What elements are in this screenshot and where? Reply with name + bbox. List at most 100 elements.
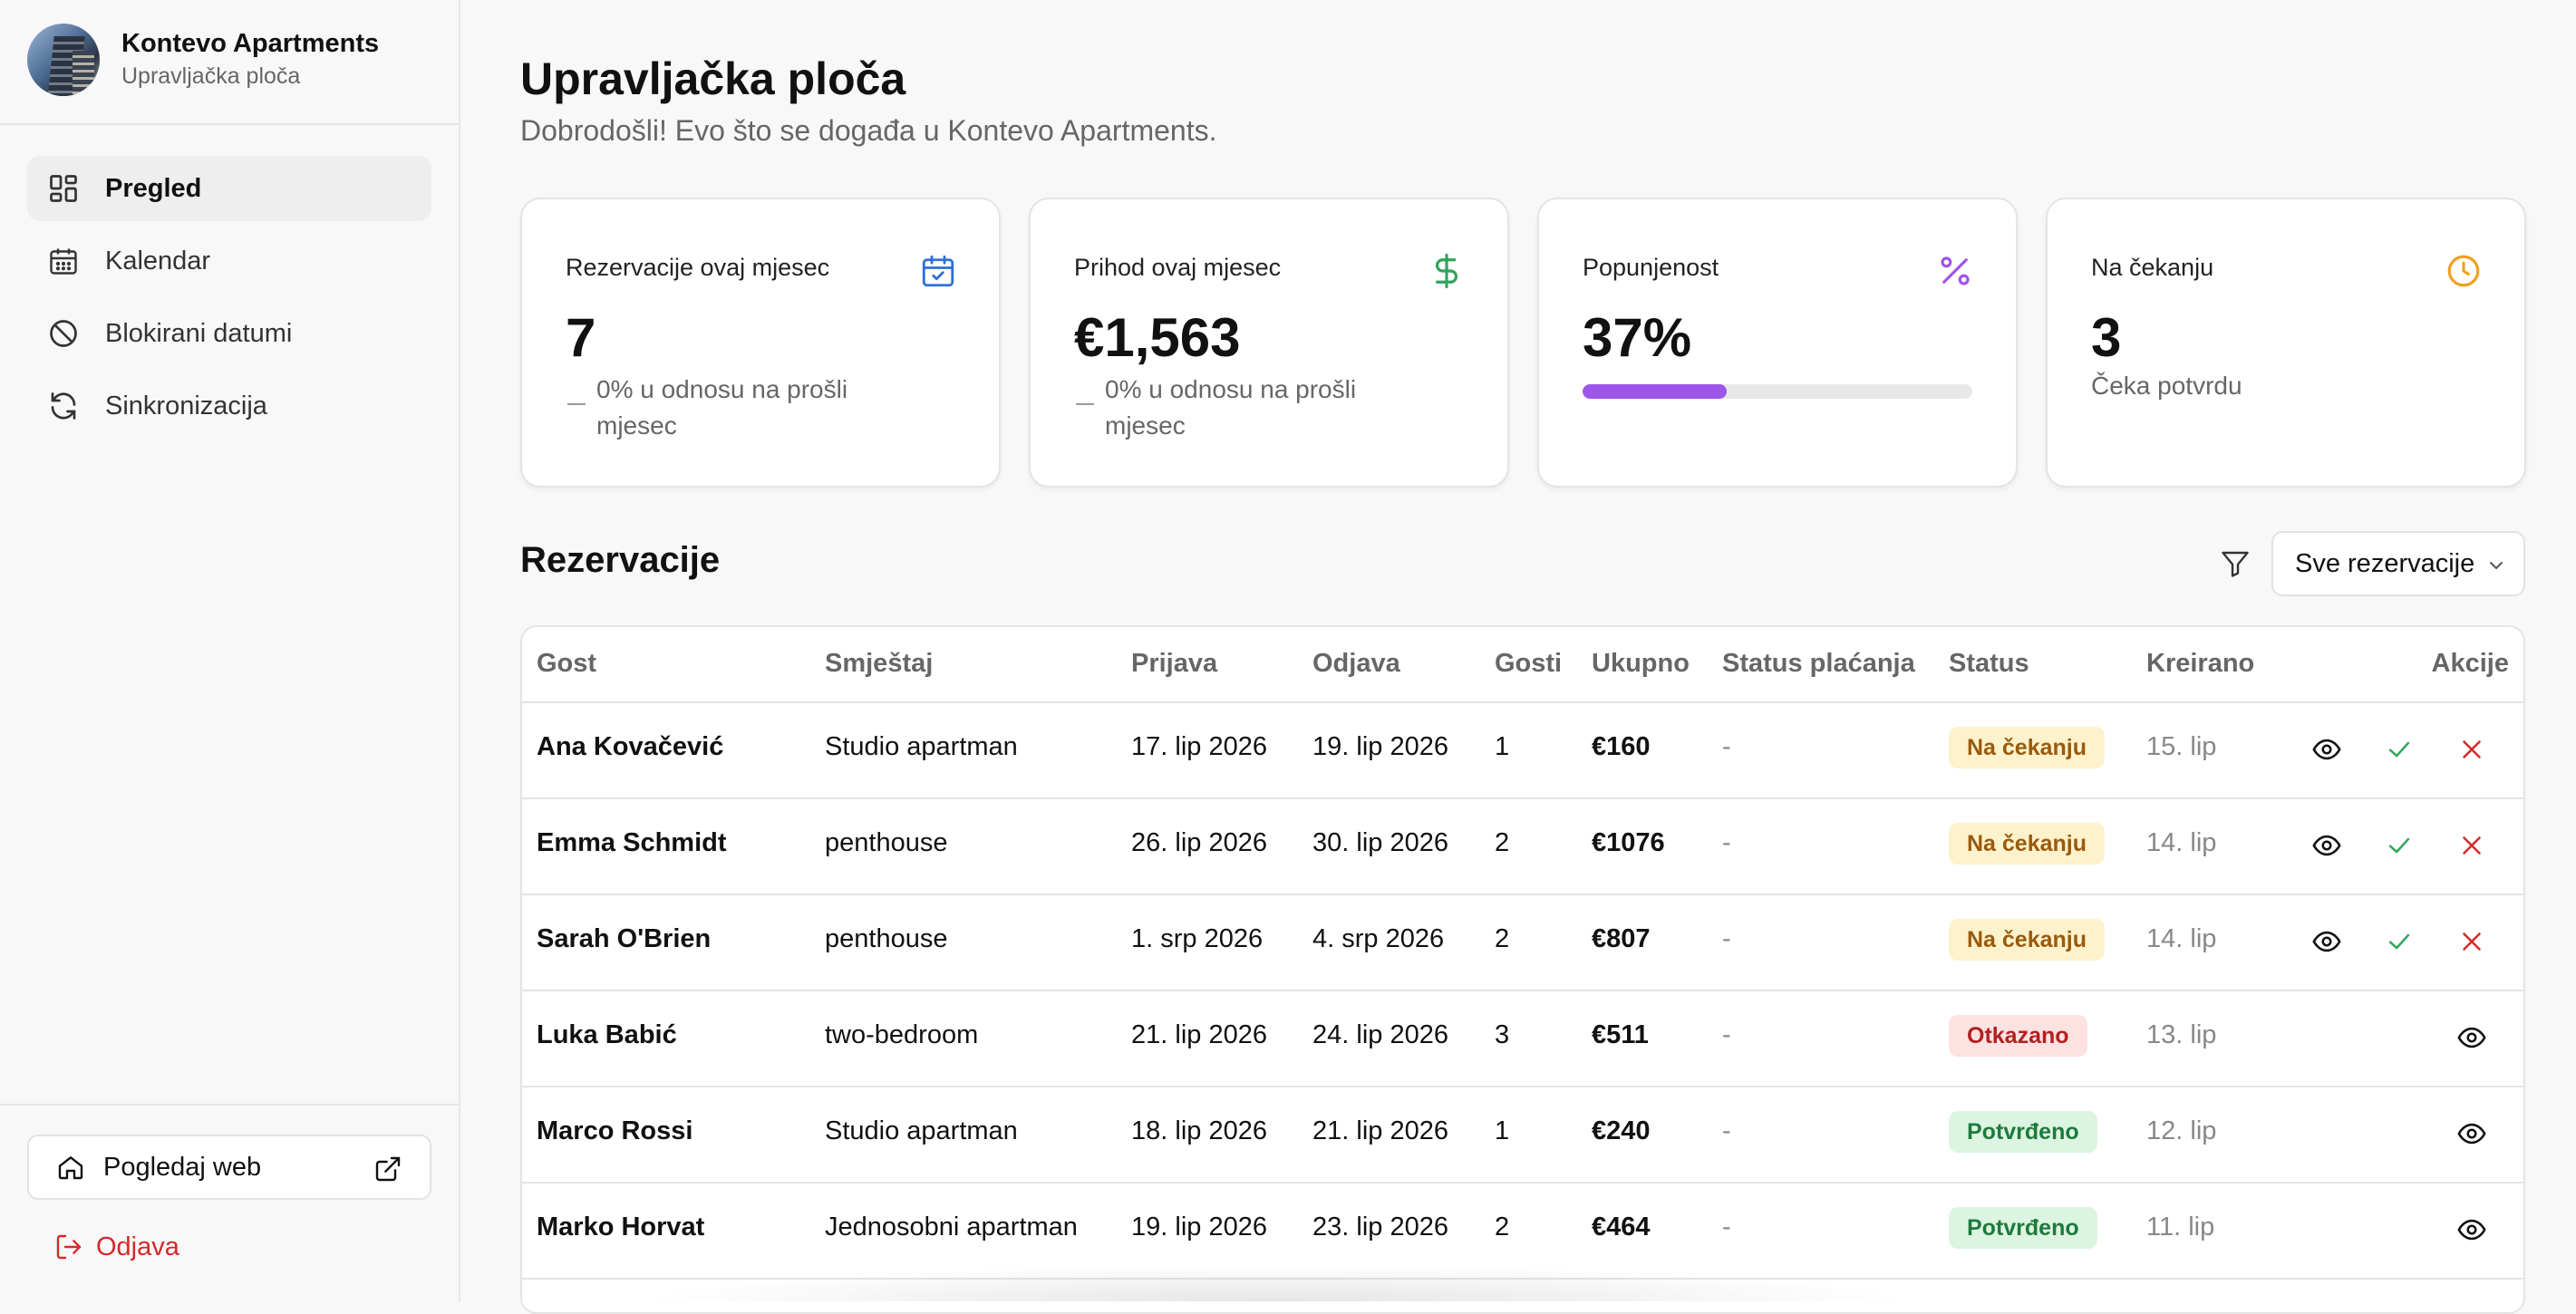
- cell-checkout: 19. lip 2026: [1312, 732, 1448, 761]
- approve-icon[interactable]: [2384, 830, 2415, 861]
- cell-unit: two-bedroom: [825, 1020, 979, 1049]
- calendar-icon: [47, 245, 80, 277]
- reservations-table: Gost Smještaj Prijava Odjava Gosti Ukupn…: [520, 625, 2525, 1314]
- cell-guest: Luka Babić: [537, 1020, 677, 1049]
- view-website-button[interactable]: Pogledaj web: [27, 1135, 431, 1200]
- cell-checkin: 26. lip 2026: [1131, 828, 1267, 857]
- page-title: Upravljačka ploča: [520, 53, 906, 104]
- cell-guest: Marko Horvat: [537, 1213, 705, 1242]
- cell-payment-status: -: [1722, 924, 1731, 953]
- sidebar-divider: [0, 1104, 459, 1106]
- table-header: Gost Smještaj Prijava Odjava Gosti Ukupn…: [522, 627, 2523, 703]
- sidebar-item-kalendar[interactable]: Kalendar: [27, 228, 431, 294]
- sync-icon: [47, 390, 80, 422]
- status-badge: Potvrđeno: [1949, 1207, 2097, 1249]
- sidebar-nav: Pregled Kalendar: [27, 156, 431, 446]
- stat-card-trend-text: 0% u odnosu na prošli mjesec: [596, 375, 848, 440]
- sidebar-item-sinkronizacija[interactable]: Sinkronizacija: [27, 373, 431, 439]
- sidebar-item-pregled[interactable]: Pregled: [27, 156, 431, 221]
- cell-guests: 3: [1495, 1020, 1510, 1049]
- view-website-label: Pogledaj web: [103, 1152, 262, 1182]
- status-badge: Na čekanju: [1949, 919, 2106, 961]
- table-row: Emma Schmidt penthouse 26. lip 2026 30. lip…: [522, 797, 2523, 895]
- sidebar-item-blokirani-datumi[interactable]: Blokirani datumi: [27, 301, 431, 366]
- dollar-icon: [1428, 252, 1466, 290]
- cell-unit: Jednosobni apartman: [825, 1213, 1078, 1242]
- cell-checkin: 1. srp 2026: [1131, 924, 1264, 953]
- view-icon[interactable]: [2311, 830, 2342, 861]
- external-link-icon: [373, 1155, 402, 1184]
- view-icon[interactable]: [2456, 1022, 2487, 1053]
- cell-checkout: 23. lip 2026: [1312, 1213, 1448, 1242]
- home-icon: [56, 1153, 85, 1182]
- reject-icon[interactable]: [2456, 830, 2487, 861]
- stat-card-bookings: Rezervacije ovaj mjesec 7 0% u odnosu na…: [520, 198, 1001, 488]
- cell-guests: 2: [1495, 1213, 1510, 1242]
- view-icon[interactable]: [2456, 1214, 2487, 1245]
- reject-icon[interactable]: [2456, 734, 2487, 765]
- view-icon[interactable]: [2456, 1118, 2487, 1149]
- brand-subtitle: Upravljačka ploča: [121, 63, 301, 89]
- sidebar-item-label: Pregled: [105, 173, 202, 203]
- brand: Kontevo Apartments Upravljačka ploča: [27, 24, 444, 98]
- stat-card-caption: Čeka potvrdu: [2091, 372, 2242, 400]
- cell-guests: 2: [1495, 924, 1510, 953]
- stat-card-revenue: Prihod ovaj mjesec €1,563 0% u odnosu na…: [1029, 198, 1509, 488]
- stat-card-pending: Na čekanju 3 Čeka potvrdu: [2046, 198, 2526, 488]
- cell-guests: 1: [1495, 1116, 1510, 1145]
- stat-card-title: Prihod ovaj mjesec: [1074, 254, 1282, 281]
- brand-title: Kontevo Apartments: [121, 29, 380, 58]
- cell-checkout: 21. lip 2026: [1312, 1116, 1448, 1145]
- stat-card-title: Popunjenost: [1583, 254, 1719, 281]
- calendar-check-icon: [919, 252, 957, 290]
- sidebar-item-label: Kalendar: [105, 246, 211, 275]
- cell-guest: Marco Rossi: [537, 1116, 693, 1145]
- table-row: Luka Babić two-bedroom 21. lip 2026 24. lip…: [522, 990, 2523, 1087]
- stat-card-trend: 0% u odnosu na prošli mjesec: [1076, 372, 1457, 444]
- cell-guests: 1: [1495, 732, 1510, 761]
- status-badge: Na čekanju: [1949, 823, 2106, 865]
- stat-card-value: 37%: [1583, 307, 1692, 368]
- column-header-total: Ukupno: [1592, 649, 1690, 678]
- table-row: Sarah O'Brien penthouse 1. srp 2026 4. srp …: [522, 894, 2523, 991]
- reservation-filter-select[interactable]: Sve rezervacije: [2271, 531, 2525, 596]
- cell-created: 11. lip: [2146, 1213, 2215, 1242]
- cell-created: 14. lip: [2146, 828, 2217, 857]
- logout-button[interactable]: Odjava: [54, 1229, 179, 1265]
- column-header-status: Status: [1949, 649, 2029, 678]
- stat-card-value: €1,563: [1074, 307, 1241, 368]
- reject-icon[interactable]: [2456, 926, 2487, 957]
- stat-card-title: Rezervacije ovaj mjesec: [566, 254, 830, 281]
- brand-logo: [27, 24, 100, 96]
- sidebar-item-label: Sinkronizacija: [105, 391, 267, 420]
- column-header-checkin: Prijava: [1131, 649, 1218, 678]
- approve-icon[interactable]: [2384, 734, 2415, 765]
- view-icon[interactable]: [2311, 926, 2342, 957]
- table-row: Marco Rossi Studio apartman 18. lip 2026 21…: [522, 1086, 2523, 1184]
- cell-unit: penthouse: [825, 924, 948, 953]
- cell-payment-status: -: [1722, 732, 1731, 761]
- stat-card-title: Na čekanju: [2091, 254, 2214, 281]
- cell-created: 12. lip: [2146, 1116, 2217, 1145]
- percent-icon: [1936, 252, 1974, 290]
- cell-checkin: 18. lip 2026: [1131, 1116, 1267, 1145]
- cell-guest: Ana Kovačević: [537, 732, 724, 761]
- cell-payment-status: -: [1722, 1020, 1731, 1049]
- status-badge: Na čekanju: [1949, 727, 2106, 768]
- logout-label: Odjava: [96, 1232, 179, 1261]
- occupancy-progress-bar: [1583, 384, 1972, 399]
- logout-icon: [54, 1232, 83, 1261]
- cell-guest: Emma Schmidt: [537, 828, 727, 857]
- filter-icon[interactable]: [2219, 547, 2252, 580]
- view-icon[interactable]: [2311, 734, 2342, 765]
- stat-card-value: 7: [566, 307, 596, 368]
- cell-guest: Sarah O'Brien: [537, 924, 712, 953]
- sidebar-divider: [0, 123, 459, 125]
- table-row: Ana Kovačević Studio apartman 17. lip 2026…: [522, 701, 2523, 799]
- cell-total: €240: [1592, 1116, 1651, 1145]
- cell-total: €807: [1592, 924, 1651, 953]
- approve-icon[interactable]: [2384, 926, 2415, 957]
- blocked-icon: [47, 317, 80, 350]
- cell-total: €464: [1592, 1213, 1651, 1242]
